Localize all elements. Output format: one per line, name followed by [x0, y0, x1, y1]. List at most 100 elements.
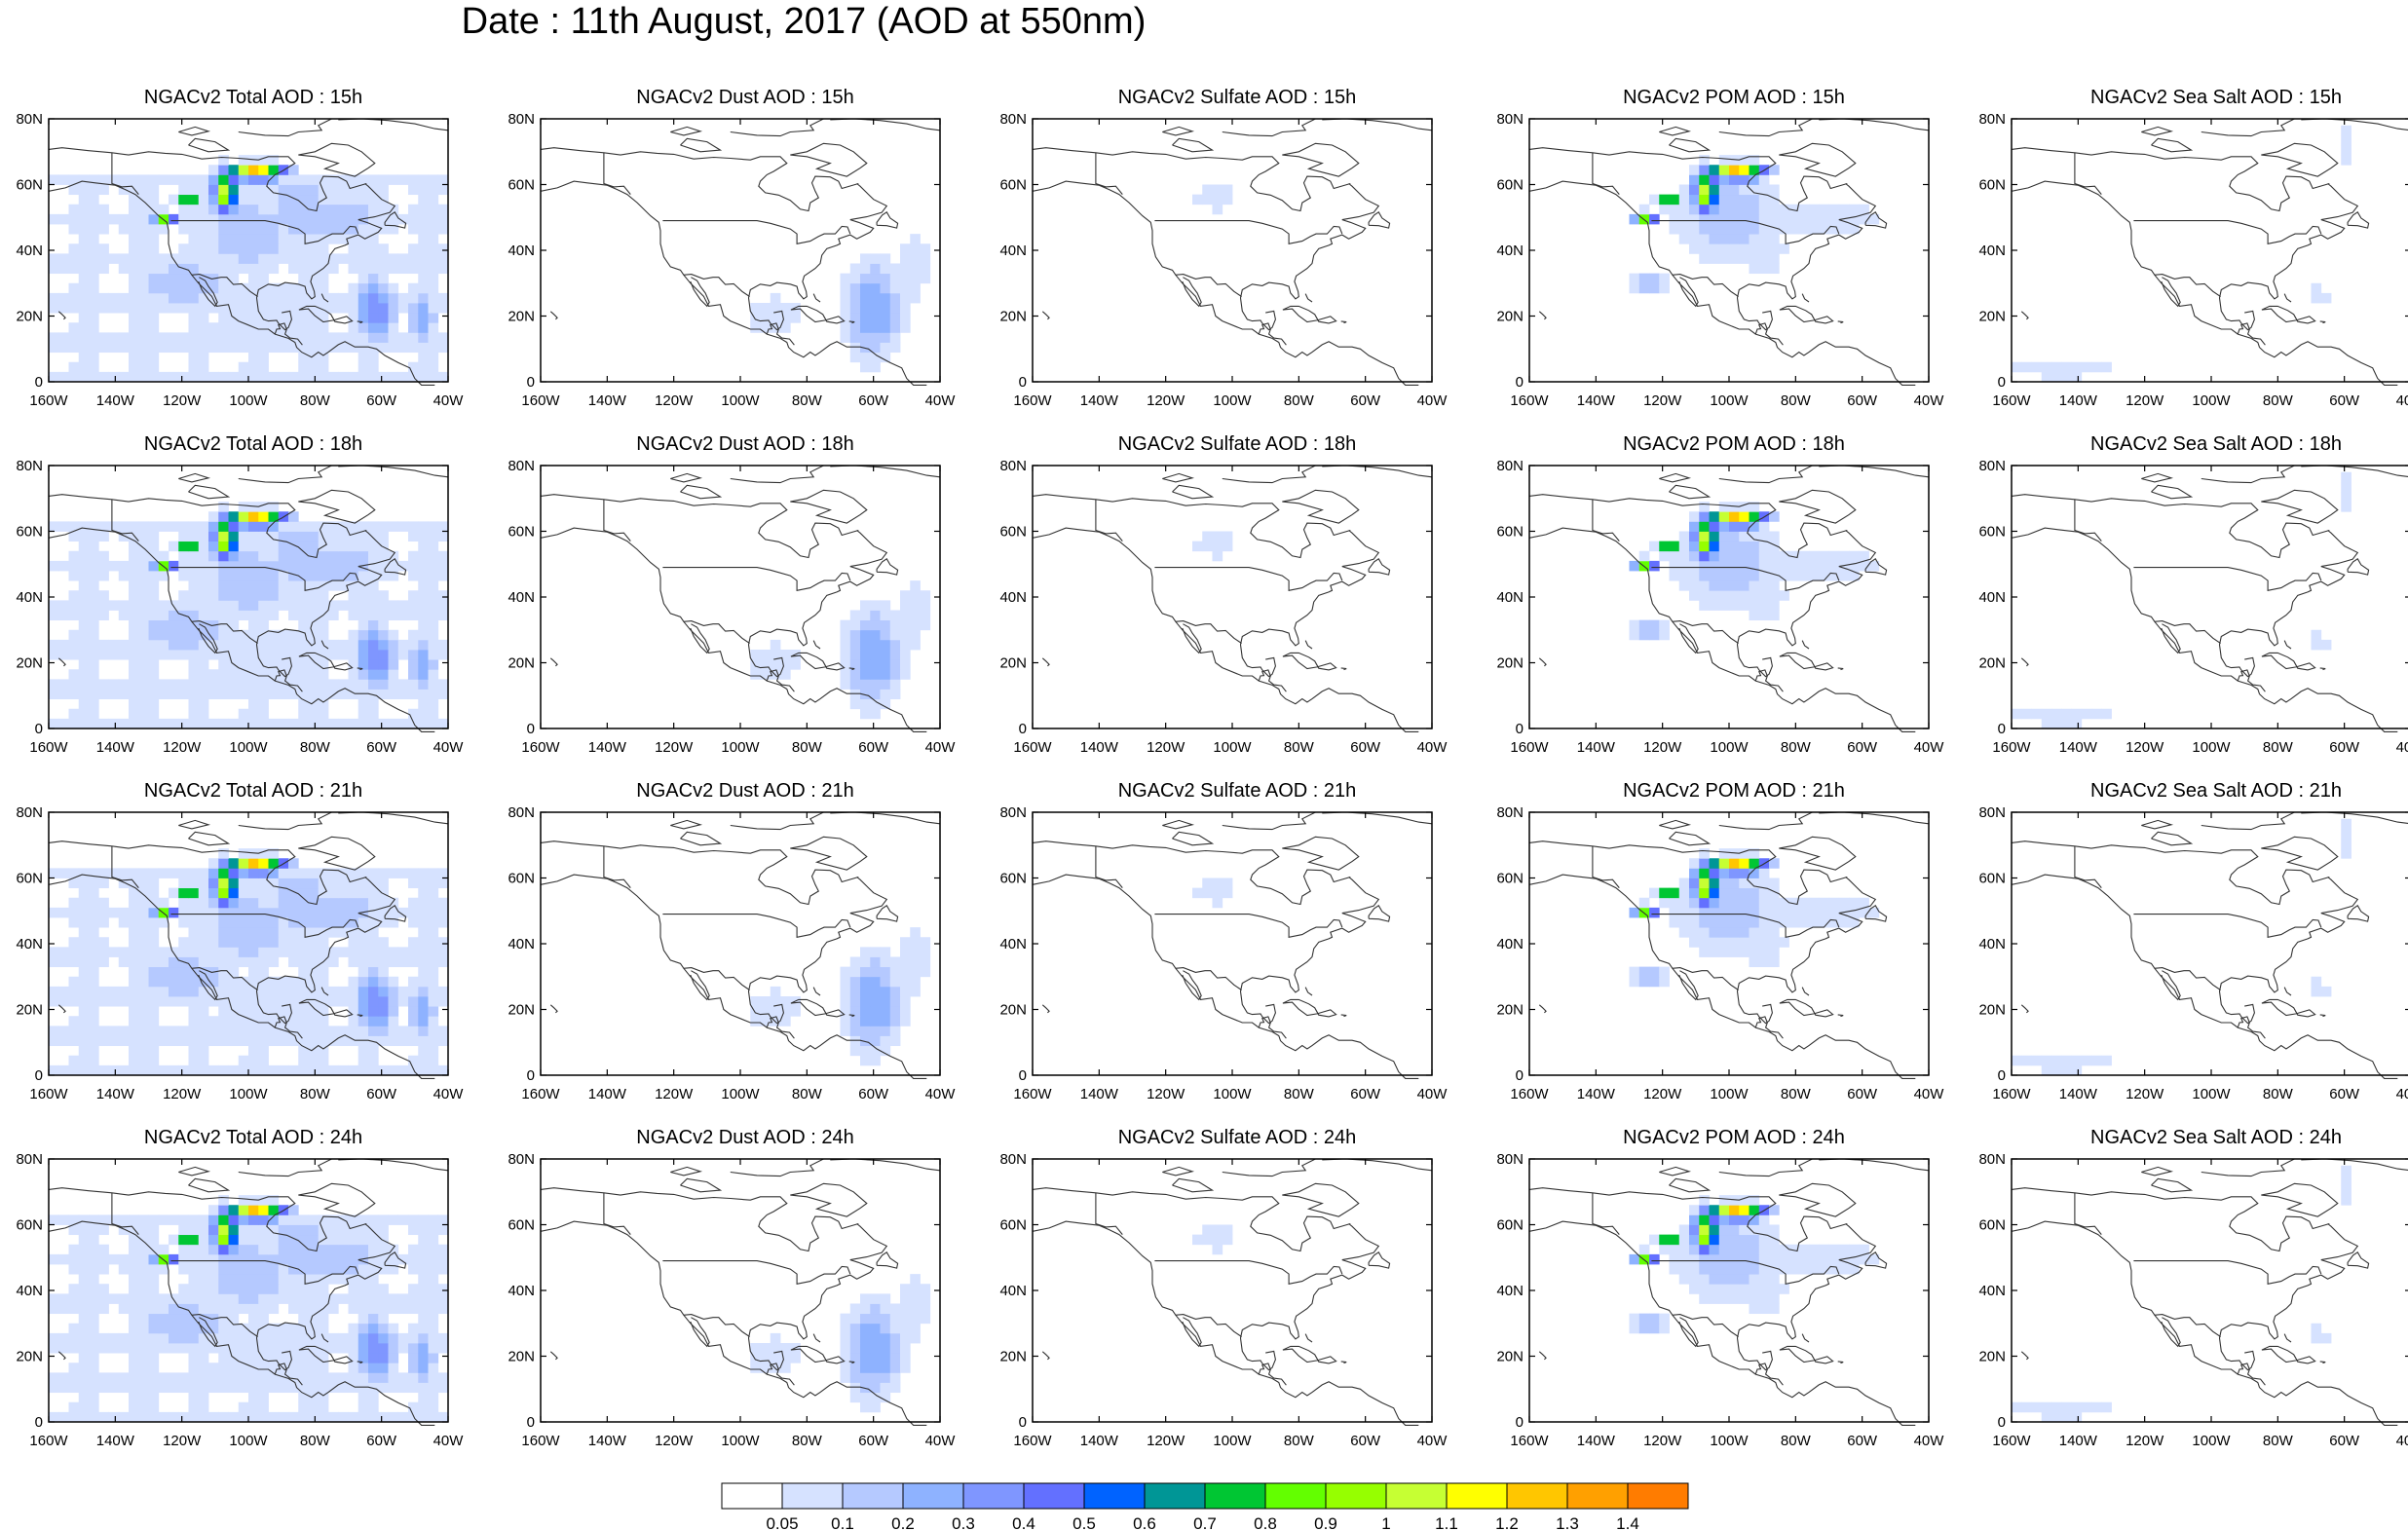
lat-tick-label: 60N: [1978, 524, 2006, 541]
lon-tick-label: 40W: [1417, 1433, 1449, 1449]
aod-field: [1629, 1195, 1880, 1334]
panel-title: NGACv2 Sulfate AOD : 24h: [1117, 1127, 1357, 1148]
lon-tick-label: 80W: [792, 1433, 823, 1449]
lon-tick-label: 100W: [229, 1086, 268, 1102]
lat-tick-label: 80N: [999, 1151, 1027, 1168]
map-panel-seasalt-0: NGACv2 Sea Salt AOD : 15h 80N 60N 40N 20N 0 16…: [1963, 86, 2408, 436]
map-panel-dust-0: NGACv2 Dust AOD : 15h 80N 60N 40N 20N 0 160W 14…: [492, 86, 998, 436]
colorbar-swatch: [842, 1482, 904, 1510]
lon-tick-label: 60W: [2329, 1086, 2360, 1102]
colorbar-swatch: [1204, 1482, 1266, 1510]
lon-tick-label: 80W: [300, 1086, 331, 1102]
lon-tick-label: 40W: [1417, 739, 1449, 756]
panel-title: NGACv2 Sea Salt AOD : 21h: [2090, 780, 2342, 802]
lon-tick-label: 140W: [1080, 392, 1119, 409]
lon-tick-label: 120W: [1147, 392, 1185, 409]
lon-tick-label: 160W: [1992, 1086, 2031, 1102]
lat-tick-label: 60N: [1978, 177, 2006, 194]
lon-tick-label: 120W: [1643, 1433, 1682, 1449]
colorbar-swatch: [781, 1482, 844, 1510]
map-panel-sulfate-1: NGACv2 Sulfate AOD : 18h 80N 60N 40N 20N 0 160…: [984, 432, 1490, 783]
figure-title: Date : 11th August, 2017 (AOD at 550nm): [461, 1, 1147, 42]
colorbar-label: 0.5: [1072, 1514, 1096, 1531]
lat-tick-label: 20N: [1496, 1349, 1524, 1365]
lon-tick-label: 80W: [1781, 392, 1812, 409]
aod-field: [750, 234, 931, 373]
colorbar-label: 0.05: [766, 1514, 798, 1531]
lon-tick-label: 40W: [925, 739, 957, 756]
coastlines: [2011, 811, 2408, 1079]
lat-tick-label: 0: [35, 1414, 43, 1431]
lon-tick-label: 140W: [2059, 1433, 2098, 1449]
lat-tick-label: 60N: [16, 871, 43, 887]
lon-tick-label: 40W: [925, 1086, 957, 1102]
lat-tick-label: 0: [35, 374, 43, 391]
lon-tick-label: 100W: [229, 392, 268, 409]
map-panel-dust-2: NGACv2 Dust AOD : 21h 80N 60N 40N 20N 0 160W 14…: [492, 779, 998, 1130]
lon-tick-label: 40W: [1417, 1086, 1449, 1102]
lat-tick-label: 0: [35, 1067, 43, 1084]
aod-field: [1192, 878, 1233, 909]
lon-tick-label: 160W: [1992, 739, 2031, 756]
aod-field: [49, 502, 449, 729]
lon-tick-label: 40W: [433, 1433, 465, 1449]
colorbar-swatch: [721, 1482, 783, 1510]
lon-tick-label: 40W: [925, 1433, 957, 1449]
lon-tick-label: 40W: [1914, 1086, 1945, 1102]
lon-tick-label: 80W: [300, 392, 331, 409]
colorbar-label: 0.3: [952, 1514, 975, 1531]
lat-tick-label: 60N: [999, 524, 1027, 541]
map-panel-seasalt-1: NGACv2 Sea Salt AOD : 18h 80N 60N 40N 20N 0 16…: [1963, 432, 2408, 783]
lon-tick-label: 100W: [1213, 392, 1252, 409]
lon-tick-label: 60W: [1350, 392, 1381, 409]
lat-tick-label: 20N: [508, 309, 535, 325]
lat-tick-label: 0: [1998, 1414, 2006, 1431]
lon-tick-label: 60W: [366, 1433, 397, 1449]
lon-tick-label: 40W: [433, 739, 465, 756]
lat-tick-label: 40N: [999, 589, 1027, 606]
lon-tick-label: 100W: [229, 1433, 268, 1449]
lon-tick-label: 120W: [1147, 1433, 1185, 1449]
lon-tick-label: 160W: [521, 739, 560, 756]
lat-tick-label: 60N: [999, 177, 1027, 194]
lon-tick-label: 100W: [1213, 739, 1252, 756]
lon-tick-label: 160W: [29, 739, 68, 756]
panel-title: NGACv2 Sea Salt AOD : 15h: [2090, 87, 2342, 108]
lat-tick-label: 60N: [999, 871, 1027, 887]
lon-tick-label: 80W: [792, 739, 823, 756]
lat-tick-label: 20N: [1496, 1002, 1524, 1019]
lat-tick-label: 40N: [999, 936, 1027, 952]
lon-tick-label: 120W: [2126, 1086, 2164, 1102]
lat-tick-label: 40N: [16, 243, 43, 259]
panel-title: NGACv2 POM AOD : 21h: [1623, 780, 1845, 802]
aod-field: [2012, 125, 2352, 383]
lon-tick-label: 40W: [433, 1086, 465, 1102]
lat-tick-label: 80N: [1978, 804, 2006, 821]
lon-tick-label: 80W: [1284, 739, 1315, 756]
map-frame: [1032, 811, 1433, 1076]
lon-tick-label: 40W: [433, 392, 465, 409]
aod-field: [1629, 502, 1880, 641]
lat-tick-label: 40N: [508, 243, 535, 259]
lon-tick-label: 140W: [2059, 392, 2098, 409]
lon-tick-label: 120W: [2126, 1433, 2164, 1449]
aod-field: [1629, 848, 1880, 988]
lat-tick-label: 40N: [1496, 589, 1524, 606]
lat-tick-label: 20N: [508, 655, 535, 672]
lon-tick-label: 40W: [1417, 392, 1449, 409]
lon-tick-label: 120W: [2126, 392, 2164, 409]
coastlines: [1528, 811, 1930, 1079]
lat-tick-label: 80N: [1496, 458, 1524, 474]
colorbar-swatch: [1325, 1482, 1387, 1510]
lat-tick-label: 20N: [999, 1349, 1027, 1365]
lat-tick-label: 0: [1516, 721, 1524, 737]
aod-field: [1192, 531, 1233, 562]
lon-tick-label: 140W: [1080, 1433, 1119, 1449]
coastlines: [2011, 1158, 2408, 1426]
lon-tick-label: 140W: [1080, 1086, 1119, 1102]
